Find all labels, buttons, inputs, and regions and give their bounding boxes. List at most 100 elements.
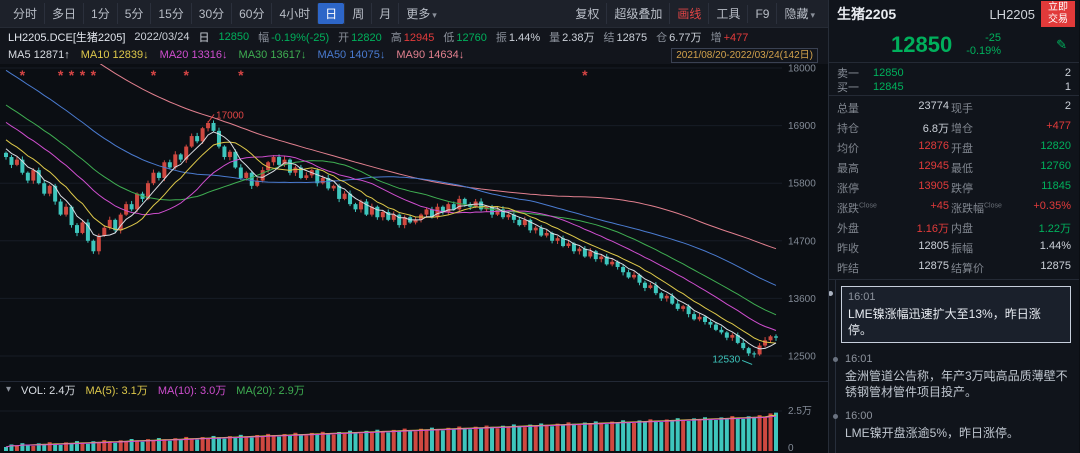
bid-row: 买一 12845 1 bbox=[837, 79, 1071, 94]
stat-label: 内盘 bbox=[951, 223, 973, 235]
ma-legend-ma30: MA30 13617↓ bbox=[238, 49, 307, 61]
collapse-volume-icon[interactable]: ▾ bbox=[6, 384, 12, 395]
ask-price[interactable]: 12850 bbox=[873, 67, 904, 79]
order-book: 卖一 12850 2 买一 12845 1 bbox=[829, 62, 1079, 96]
stat-label: 现手 bbox=[951, 103, 973, 115]
volume-legend-item: MA(20): 2.9万 bbox=[236, 384, 305, 397]
period-30分[interactable]: 30分 bbox=[190, 3, 231, 24]
tool-超级叠加[interactable]: 超级叠加 bbox=[606, 3, 669, 24]
date-range-chip[interactable]: 2021/08/20-2022/03/24(142日) bbox=[671, 47, 818, 63]
period-日[interactable]: 日 bbox=[317, 3, 345, 24]
stat-label: 涨跌幅Close bbox=[951, 202, 1002, 215]
candlestick-chart-svg: 18000 16900 15800 14700 13600 12500 * * * * * * * * * 1… bbox=[0, 0, 816, 365]
chart-tools: 复权 超级叠加 画线 工具 F9 隐藏 ▾ bbox=[568, 3, 822, 24]
period-4小时[interactable]: 4小时 bbox=[271, 3, 317, 24]
stat-value: 1.44% bbox=[1039, 240, 1071, 252]
info-segment: 高 12945 bbox=[390, 32, 435, 44]
stat-value: 11845 bbox=[1041, 180, 1071, 192]
news-feed: 16:01 LME镍涨幅迅速扩大至13%，昨日涨停。 16:01 金洲管道公告称，年产… bbox=[829, 280, 1079, 453]
news-item[interactable]: 16:00 LME镍开盘涨逾5%，昨日涨停。 bbox=[833, 410, 1071, 441]
stat-value: 2 bbox=[1064, 100, 1071, 112]
stat-value: 12820 bbox=[1040, 140, 1071, 152]
stat-label: 振幅 bbox=[951, 243, 973, 255]
svg-text:16900: 16900 bbox=[788, 121, 816, 132]
edit-icon[interactable]: ✎ bbox=[1056, 37, 1067, 52]
volume-legend-item: VOL: 2.4万 bbox=[21, 384, 76, 397]
volume-legend-item: MA(10): 3.0万 bbox=[157, 384, 227, 397]
period-月[interactable]: 月 bbox=[371, 3, 398, 24]
period-周[interactable]: 周 bbox=[344, 3, 371, 24]
svg-text:*: * bbox=[20, 67, 26, 83]
ma-legend-ma5: MA5 12871↑ bbox=[8, 49, 70, 61]
volume-legend-bar: ▾ VOL: 2.4万 MA(5): 3.1万 MA(10): 3.0万 MA(20):… bbox=[0, 381, 828, 397]
stat-label: 总量 bbox=[837, 103, 859, 115]
svg-text:*: * bbox=[69, 67, 75, 83]
stat-value: 1.22万 bbox=[1038, 223, 1071, 235]
svg-text:17000: 17000 bbox=[216, 110, 244, 121]
tool-复权[interactable]: 复权 bbox=[575, 7, 600, 21]
price-change-block: -25 -0.19% bbox=[966, 32, 1001, 58]
stat-value: 12945 bbox=[918, 160, 949, 172]
stat-label: 最低 bbox=[951, 163, 973, 175]
info-segment: 2022/03/24 bbox=[134, 31, 190, 43]
contract-name: 生猪2205 bbox=[837, 6, 897, 22]
svg-text:14700: 14700 bbox=[788, 236, 816, 247]
period-5分[interactable]: 5分 bbox=[116, 3, 151, 24]
info-segment: 量 2.38万 bbox=[549, 32, 595, 44]
stat-label: 开盘 bbox=[951, 143, 973, 155]
period-15分[interactable]: 15分 bbox=[150, 3, 190, 24]
tool-F9[interactable]: F9 bbox=[747, 4, 776, 23]
stat-label: 跌停 bbox=[951, 183, 973, 195]
info-segment: 结 12875 bbox=[603, 32, 648, 44]
stat-label: 涨跌Close bbox=[837, 202, 877, 215]
candlestick-chart[interactable]: 18000 16900 15800 14700 13600 12500 * * * * * * * * * 1… bbox=[0, 0, 828, 381]
ma-legend-ma90: MA90 14634↓ bbox=[396, 49, 465, 61]
tool-工具[interactable]: 工具 bbox=[708, 3, 747, 24]
info-segment: LH2205.DCE[生猪2205] bbox=[8, 32, 126, 44]
period-tabs: 分时 多日 1分 5分 15分 30分 60分 4小时日周月更多 ▾ bbox=[6, 3, 444, 24]
svg-text:*: * bbox=[91, 67, 97, 83]
quote-info-bar: LH2205.DCE[生猪2205] 2022/03/24 日 12850 幅 -0.19… bbox=[0, 28, 828, 46]
stat-value: 12875 bbox=[1040, 260, 1071, 272]
svg-text:*: * bbox=[58, 67, 64, 83]
info-segment: 日 bbox=[198, 32, 210, 44]
info-segment: 开 12820 bbox=[338, 32, 382, 44]
svg-text:18000: 18000 bbox=[788, 64, 816, 75]
stat-label: 外盘 bbox=[837, 223, 859, 235]
period-更多[interactable]: 更多 ▾ bbox=[398, 3, 444, 24]
stat-label: 最高 bbox=[837, 163, 859, 175]
volume-chart-svg: 2.5万 0 bbox=[0, 406, 812, 453]
stat-value: 13905 bbox=[918, 180, 949, 192]
volume-chart[interactable]: 2.5万 0 bbox=[0, 397, 828, 453]
stat-value: 12760 bbox=[1040, 160, 1071, 172]
quote-header: 生猪2205 LH2205 立即交易 bbox=[829, 0, 1079, 28]
trade-now-button[interactable]: 立即交易 bbox=[1041, 1, 1075, 27]
ma-legend-ma20: MA20 13316↓ bbox=[159, 49, 228, 61]
stat-label: 持仓 bbox=[837, 123, 859, 135]
stat-label: 昨结 bbox=[837, 263, 859, 275]
info-segment: 仓 6.77万 bbox=[656, 32, 702, 44]
stat-value: +45 bbox=[930, 200, 949, 212]
period-1分[interactable]: 1分 bbox=[83, 3, 117, 24]
svg-text:12530: 12530 bbox=[712, 354, 740, 365]
news-time: 16:01 bbox=[848, 291, 876, 303]
news-item[interactable]: 16:01 金洲管道公告称，年产3万吨高品质薄壁不锈钢管材管件项目投产。 bbox=[833, 353, 1071, 400]
info-segment: 幅 -0.19%(-25) bbox=[258, 32, 330, 44]
news-text: 金洲管道公告称，年产3万吨高品质薄壁不锈钢管材管件项目投产。 bbox=[845, 369, 1068, 399]
period-60分[interactable]: 60分 bbox=[231, 3, 271, 24]
bid-price[interactable]: 12845 bbox=[873, 81, 904, 93]
news-time: 16:00 bbox=[845, 410, 873, 422]
tool-画线[interactable]: 画线 bbox=[669, 3, 708, 24]
tool-隐藏[interactable]: 隐藏 ▾ bbox=[776, 3, 822, 24]
period-分时[interactable]: 分时 bbox=[13, 7, 38, 21]
stat-value: 12805 bbox=[918, 240, 949, 252]
news-text: LME镍开盘涨逾5%，昨日涨停。 bbox=[845, 426, 1020, 440]
stat-value: +0.35% bbox=[1033, 200, 1071, 212]
news-item[interactable]: 16:01 LME镍涨幅迅速扩大至13%，昨日涨停。 bbox=[829, 286, 1071, 343]
period-多日[interactable]: 多日 bbox=[44, 3, 83, 24]
timeline-dot-icon bbox=[833, 414, 838, 419]
info-segment: 增 +477 bbox=[710, 32, 749, 44]
ask-label: 卖一 bbox=[837, 68, 859, 80]
ma-legend-ma50: MA50 14075↓ bbox=[317, 49, 386, 61]
